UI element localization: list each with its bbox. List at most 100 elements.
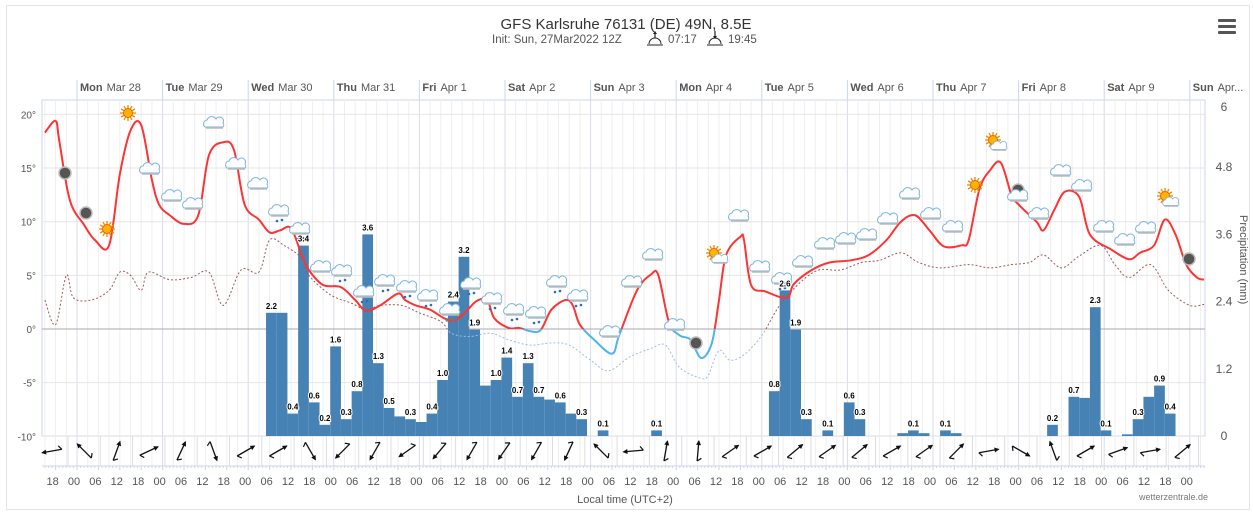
sun-ray [123,117,127,121]
cloud-icon [310,260,332,273]
precipitation-bar [554,402,566,436]
cloud-icon [814,237,836,250]
cloud-shape [711,253,729,263]
rain-drop [467,292,471,296]
sun-ray [718,248,722,252]
time-tick-label: 06 [603,476,615,488]
cloud-shape [1114,233,1136,245]
wind-barb [978,452,983,457]
precipitation-bar [330,346,341,436]
precipitation-bar [651,430,662,436]
time-tick-label: 18 [46,476,58,488]
cloud-shape [1028,207,1050,219]
wind-barb [1139,452,1145,457]
cloud-shape [417,289,439,301]
sunrise-icon [647,31,663,46]
time-tick-label: 12 [1138,476,1150,488]
snowflake-stroke [445,318,449,322]
wind-arrow-icon [369,441,381,461]
day-weekday: Wed [850,82,873,94]
sun-ray [132,114,136,118]
cloud-icon [664,318,686,331]
rain-icon [525,306,547,325]
cloud-shape [749,260,771,272]
time-tick-label: 00 [68,476,80,488]
precipitation-bar-label: 0.6 [309,391,321,400]
moon-disc [689,336,703,350]
credit-link[interactable]: wetterzentrale.de [1138,492,1208,502]
cloud-icon [711,253,729,264]
cloud-shape [374,274,396,286]
wind-barb [236,455,242,459]
wind-barb [113,458,119,461]
rain-drop [381,289,385,293]
sun-ray [1169,191,1173,195]
wind-arrow-head [696,440,702,446]
precipitation-bar [351,391,363,436]
day-weekday: Sat [508,82,525,94]
wind-arrow-head [1155,447,1162,453]
time-tick-label: 18 [389,476,401,488]
wind-arrow-head [797,443,804,450]
sun-ray [111,224,115,228]
cloud-shape [460,277,482,289]
cloud-shape [728,209,750,221]
cloud-icon [942,220,964,233]
sun-ray [1157,191,1161,195]
wind-arrow-head [466,454,472,461]
sun-ray [709,245,713,249]
moon-disc [1182,252,1196,266]
precipitation-bar [415,422,427,436]
precipitation-bar-label: 2.6 [779,279,791,288]
precipitation-bar [768,391,780,436]
cloud-shape [835,232,857,244]
time-tick-label: 00 [496,476,508,488]
y-right-tick-label: 2.4 [1216,295,1233,309]
day-date: Apr 2 [529,82,555,94]
day-date: Apr 6 [877,82,903,94]
y-left-tick-label: 10° [21,218,36,229]
precipitation-bar [533,396,545,436]
sun-ray [120,108,124,112]
sun-ray [120,114,124,118]
wind-arrow-icon [786,443,804,460]
precipitation-bar-label: 0.7 [512,386,524,395]
wind-arrow-icon [466,441,478,461]
wind-arrow-head [830,444,837,450]
cloud-shape [877,212,899,224]
sun-ray [99,224,103,228]
sun-ray [129,105,133,109]
day-label: Sun Apr 3 [594,82,645,94]
temperature-axis: 20° 15° 10° 5° 0° -5° -10° [18,110,36,443]
wind-arrow-head [311,454,316,461]
wind-arrow-icon [1011,445,1031,457]
wind-arrow-head [282,445,288,451]
cloud-shape [310,260,332,272]
rain-drop [403,295,407,299]
time-tick-label: 18 [902,476,914,488]
rain-drop [472,291,476,295]
rain-drop [296,237,300,241]
wind-barb [663,458,669,462]
sun-ray [976,189,980,193]
rain-icon [481,292,503,311]
temperature-line-above-zero [44,119,1205,329]
chart-menu-button[interactable] [1218,19,1236,35]
sun-ray [976,177,980,181]
rain-drop [275,219,279,223]
day-date: Mar 28 [107,82,141,94]
rain-icon [374,274,396,293]
time-tick-label: 00 [667,476,679,488]
precipitation-bar-label: 0.7 [533,386,545,395]
sun-ray [132,108,136,112]
wind-barb [851,456,857,460]
sun-ray [967,180,971,184]
sun-ray [99,230,103,234]
day-axis: Mon Mar 28 Tue Mar 29 Wed Mar 30 Thu Mar 31 Fri A… [76,80,1243,100]
wind-barb [536,441,542,444]
precipitation-bar-label: 1.0 [437,369,449,378]
rain-icon [567,289,589,308]
precipitation-bar [458,256,470,436]
day-weekday: Tue [166,82,185,94]
